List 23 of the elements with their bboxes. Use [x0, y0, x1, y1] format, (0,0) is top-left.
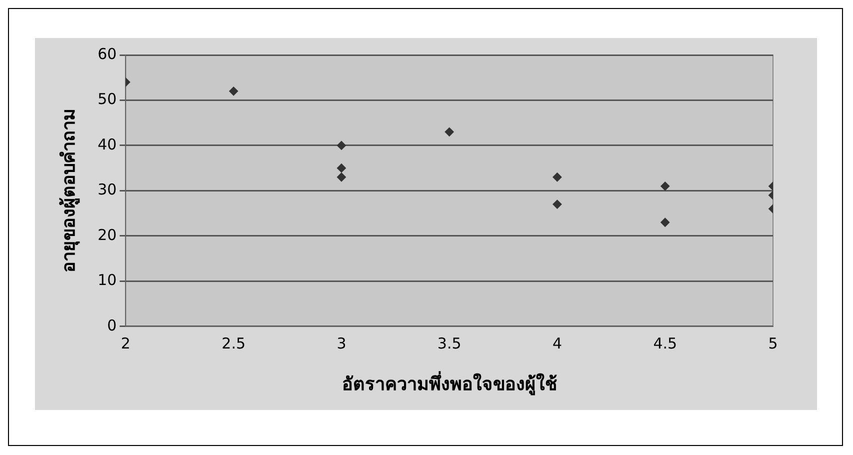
x-tick-label: 4.5	[653, 334, 678, 352]
y-tick-label: 30	[98, 180, 117, 199]
y-axis-title: อายุของผู้ตอบคำถาม	[58, 108, 80, 273]
y-tick-label: 20	[98, 226, 117, 244]
point	[552, 200, 562, 209]
point	[336, 164, 346, 173]
point	[336, 140, 346, 150]
x-tick-label: 4	[552, 334, 562, 352]
point	[552, 172, 562, 182]
x-axis-title: อัตราความพึ่งพอใจของผู้ใช้	[342, 370, 557, 396]
x-tick-label: 3.5	[437, 334, 462, 352]
point	[229, 86, 238, 96]
y-tick-label: 50	[98, 90, 117, 108]
point	[336, 172, 346, 182]
x-tick-label: 2	[120, 334, 130, 352]
y-tick-label: 40	[98, 135, 117, 154]
x-tick-label: 2.5	[222, 334, 246, 352]
point	[444, 127, 454, 136]
y-tick-label: 0	[107, 316, 117, 334]
x-tick-label: 5	[768, 334, 778, 352]
y-tick-label: 60	[98, 44, 117, 63]
x-tick-label: 3	[336, 334, 346, 352]
y-tick-label: 10	[98, 271, 117, 290]
